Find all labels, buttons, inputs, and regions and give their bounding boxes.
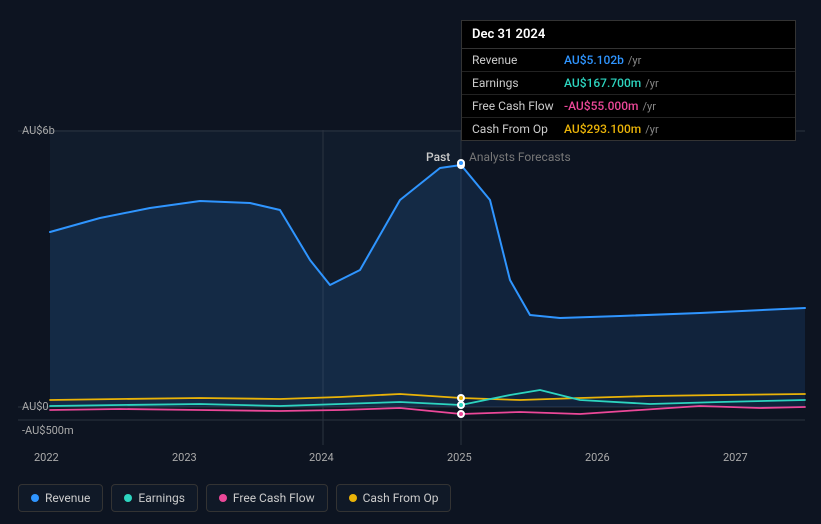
legend-dot-icon	[31, 494, 39, 502]
hover-marker	[457, 159, 465, 167]
legend: Revenue Earnings Free Cash Flow Cash From O…	[18, 484, 451, 512]
legend-item[interactable]: Revenue	[18, 484, 103, 512]
legend-item-label: Cash From Op	[363, 491, 439, 505]
tooltip-row-value: AU$167.700m	[564, 76, 641, 90]
legend-item-label: Earnings	[138, 491, 185, 505]
tooltip-row-value: -AU$55.000m	[564, 99, 639, 113]
legend-item[interactable]: Free Cash Flow	[206, 484, 328, 512]
legend-item-label: Revenue	[45, 491, 90, 505]
tooltip-row-label: Revenue	[472, 53, 564, 67]
tooltip-row: EarningsAU$167.700m/yr	[462, 72, 795, 95]
x-axis-label: 2023	[172, 451, 197, 464]
y-axis-label: AU$6b	[22, 124, 55, 137]
tooltip-row-label: Cash From Op	[472, 122, 564, 136]
tooltip-row-unit: /yr	[645, 123, 658, 136]
tooltip-row-unit: /yr	[643, 100, 656, 113]
tooltip-header: Dec 31 2024	[462, 21, 795, 49]
x-axis-label: 2022	[34, 451, 59, 464]
tooltip-row-value: AU$293.100m	[564, 122, 641, 136]
tooltip-row: Cash From OpAU$293.100m/yr	[462, 118, 795, 140]
tooltip-row-unit: /yr	[645, 77, 658, 90]
legend-item[interactable]: Earnings	[111, 484, 198, 512]
legend-item-label: Free Cash Flow	[233, 491, 315, 505]
x-axis-label: 2024	[309, 451, 334, 464]
hover-marker	[457, 410, 465, 418]
y-axis-label: -AU$500m	[22, 424, 74, 437]
legend-dot-icon	[124, 494, 132, 502]
tooltip-row-label: Free Cash Flow	[472, 99, 564, 113]
section-label-forecast: Analysts Forecasts	[469, 150, 571, 164]
section-label-past: Past	[426, 150, 450, 164]
legend-item[interactable]: Cash From Op	[336, 484, 452, 512]
tooltip-row-value: AU$5.102b	[564, 53, 624, 67]
tooltip-row: RevenueAU$5.102b/yr	[462, 49, 795, 72]
y-axis-label: AU$0	[22, 400, 49, 413]
x-axis-label: 2025	[447, 451, 472, 464]
tooltip-row: Free Cash Flow-AU$55.000m/yr	[462, 95, 795, 118]
hover-marker	[457, 401, 465, 409]
x-axis-label: 2026	[585, 451, 610, 464]
tooltip: Dec 31 2024 RevenueAU$5.102b/yrEarningsA…	[461, 20, 796, 141]
tooltip-row-label: Earnings	[472, 76, 564, 90]
legend-dot-icon	[349, 494, 357, 502]
tooltip-row-unit: /yr	[628, 54, 641, 67]
legend-dot-icon	[219, 494, 227, 502]
x-axis-label: 2027	[723, 451, 748, 464]
